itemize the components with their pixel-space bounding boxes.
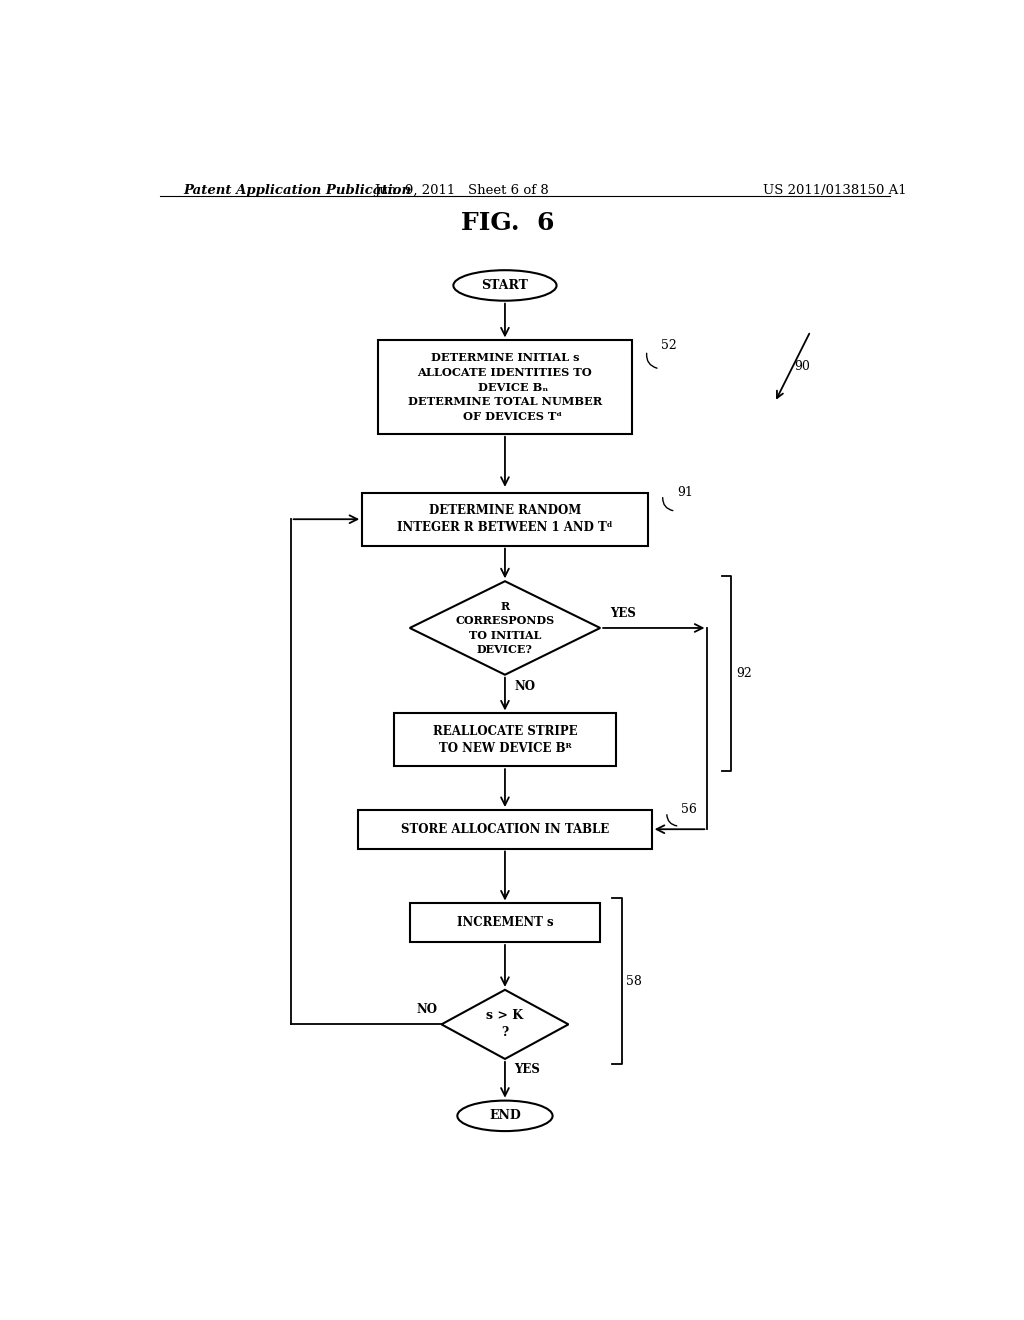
Text: 52: 52 [662, 339, 677, 352]
Text: NO: NO [417, 1003, 437, 1016]
Bar [394, 713, 616, 766]
Text: 90: 90 [795, 360, 811, 374]
Text: STORE ALLOCATION IN TABLE: STORE ALLOCATION IN TABLE [400, 822, 609, 836]
Text: R
CORRESPONDS
TO INITIAL
DEVICE?: R CORRESPONDS TO INITIAL DEVICE? [456, 601, 555, 655]
Text: FIG.  6: FIG. 6 [461, 211, 555, 235]
Text: DETERMINE INITIAL s
ALLOCATE IDENTITIES TO
    DEVICE Bₙ
DETERMINE TOTAL NUMBER
: DETERMINE INITIAL s ALLOCATE IDENTITIES … [408, 352, 602, 422]
Text: 58: 58 [627, 974, 642, 987]
Text: INCREMENT s: INCREMENT s [457, 916, 553, 929]
Text: Patent Application Publication: Patent Application Publication [183, 183, 412, 197]
Text: 92: 92 [736, 667, 752, 680]
Text: END: END [489, 1109, 521, 1122]
Bar [410, 903, 600, 942]
Text: YES: YES [514, 1063, 541, 1076]
Bar [358, 810, 651, 849]
Text: NO: NO [514, 680, 536, 693]
Bar [362, 492, 648, 545]
Text: REALLOCATE STRIPE
TO NEW DEVICE Bᴿ: REALLOCATE STRIPE TO NEW DEVICE Bᴿ [433, 725, 578, 755]
Text: 91: 91 [677, 486, 693, 499]
Text: US 2011/0138150 A1: US 2011/0138150 A1 [763, 183, 906, 197]
Text: START: START [481, 279, 528, 292]
Text: 56: 56 [681, 804, 697, 816]
Text: s > K
?: s > K ? [486, 1010, 523, 1039]
Text: YES: YES [609, 607, 636, 620]
Bar [378, 341, 632, 434]
Text: DETERMINE RANDOM
INTEGER R BETWEEN 1 AND Tᵈ: DETERMINE RANDOM INTEGER R BETWEEN 1 AND… [397, 504, 612, 535]
Text: Jun. 9, 2011   Sheet 6 of 8: Jun. 9, 2011 Sheet 6 of 8 [374, 183, 549, 197]
